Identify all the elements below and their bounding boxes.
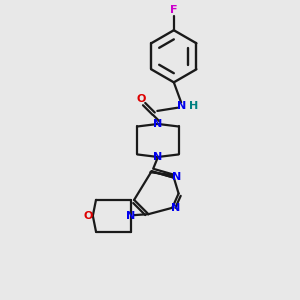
Text: N: N xyxy=(176,101,186,111)
Text: H: H xyxy=(189,101,198,111)
Text: O: O xyxy=(137,94,146,104)
Text: N: N xyxy=(153,119,163,129)
Text: O: O xyxy=(83,211,93,221)
Text: N: N xyxy=(171,203,180,213)
Text: N: N xyxy=(126,211,136,221)
Text: N: N xyxy=(153,152,163,162)
Text: N: N xyxy=(172,172,181,182)
Text: F: F xyxy=(170,5,178,15)
